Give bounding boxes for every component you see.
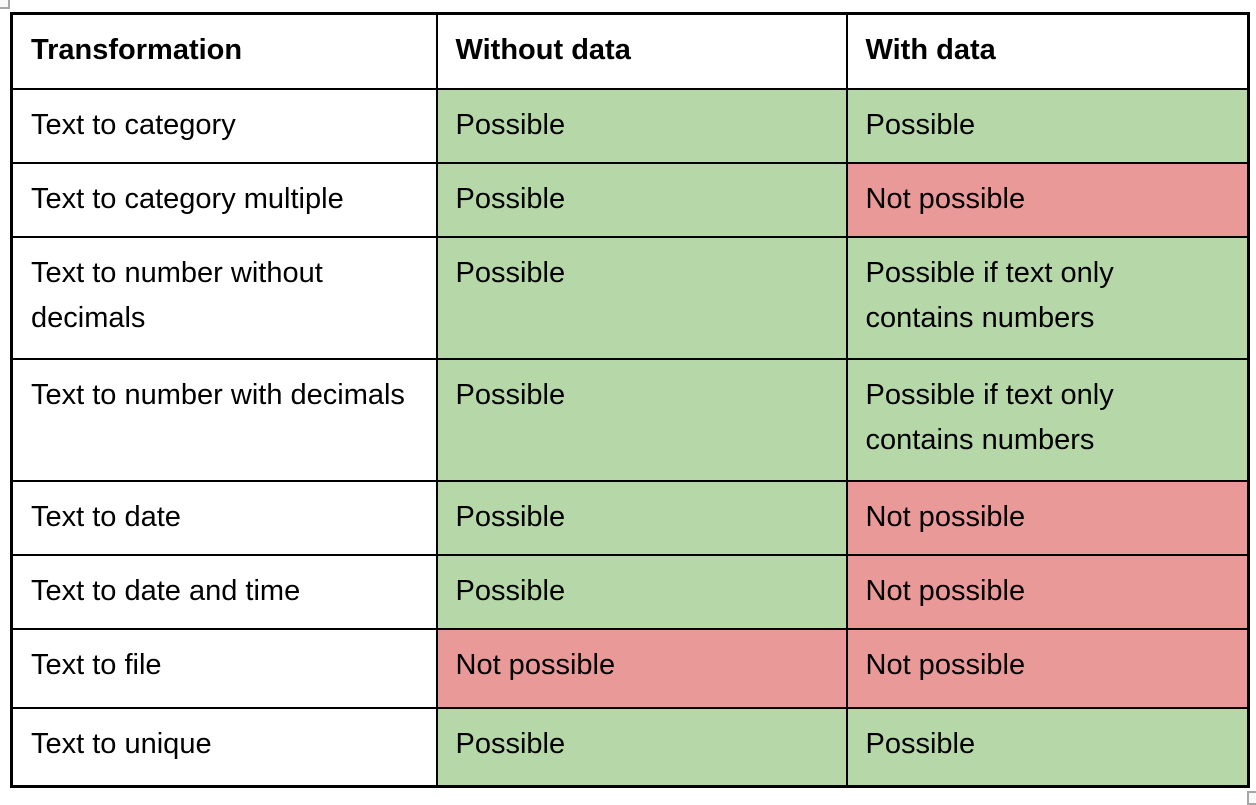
without-data-cell[interactable]: Possible (435, 706, 848, 788)
with-data-cell[interactable]: Possible (845, 87, 1250, 164)
table-row: Text to number without decimals Possible… (10, 235, 1250, 360)
transformation-cell[interactable]: Text to date and time (10, 553, 438, 630)
with-data-cell[interactable]: Not possible (845, 553, 1250, 630)
with-data-cell[interactable]: Possible (845, 706, 1250, 788)
table-selection-handle-top-left[interactable] (0, 0, 10, 9)
without-data-cell[interactable]: Possible (435, 479, 848, 556)
transformation-cell[interactable]: Text to category multiple (10, 161, 438, 238)
with-data-cell[interactable]: Not possible (845, 161, 1250, 238)
without-data-cell[interactable]: Possible (435, 357, 848, 482)
table-selection-handle-bottom-right[interactable] (1247, 791, 1256, 805)
without-data-cell[interactable]: Possible (435, 161, 848, 238)
without-data-cell[interactable]: Possible (435, 87, 848, 164)
transformation-cell[interactable]: Text to category (10, 87, 438, 164)
transformation-cell[interactable]: Text to unique (10, 706, 438, 788)
table-row: Text to category multiple Possible Not p… (10, 161, 1250, 238)
transformation-cell[interactable]: Text to number without decimals (10, 235, 438, 360)
without-data-cell[interactable]: Possible (435, 553, 848, 630)
col-header-with-data[interactable]: With data (845, 12, 1250, 90)
with-data-cell[interactable]: Possible if text only contains numbers (845, 357, 1250, 482)
without-data-cell[interactable]: Not possible (435, 627, 848, 709)
table-row: Text to category Possible Possible (10, 87, 1250, 164)
table-row: Text to date and time Possible Not possi… (10, 553, 1250, 630)
with-data-cell[interactable]: Not possible (845, 479, 1250, 556)
with-data-cell[interactable]: Not possible (845, 627, 1250, 709)
transformation-capability-table: Transformation Without data With data Te… (10, 12, 1250, 788)
col-header-transformation[interactable]: Transformation (10, 12, 438, 90)
table-row: Text to date Possible Not possible (10, 479, 1250, 556)
transformation-cell[interactable]: Text to file (10, 627, 438, 709)
header-row: Transformation Without data With data (10, 12, 1250, 90)
transformation-cell[interactable]: Text to number with decimals (10, 357, 438, 482)
with-data-cell[interactable]: Possible if text only contains numbers (845, 235, 1250, 360)
transformation-cell[interactable]: Text to date (10, 479, 438, 556)
table-row: Text to number with decimals Possible Po… (10, 357, 1250, 482)
without-data-cell[interactable]: Possible (435, 235, 848, 360)
col-header-without-data[interactable]: Without data (435, 12, 848, 90)
table-row: Text to file Not possible Not possible (10, 627, 1250, 709)
table-row: Text to unique Possible Possible (10, 706, 1250, 788)
